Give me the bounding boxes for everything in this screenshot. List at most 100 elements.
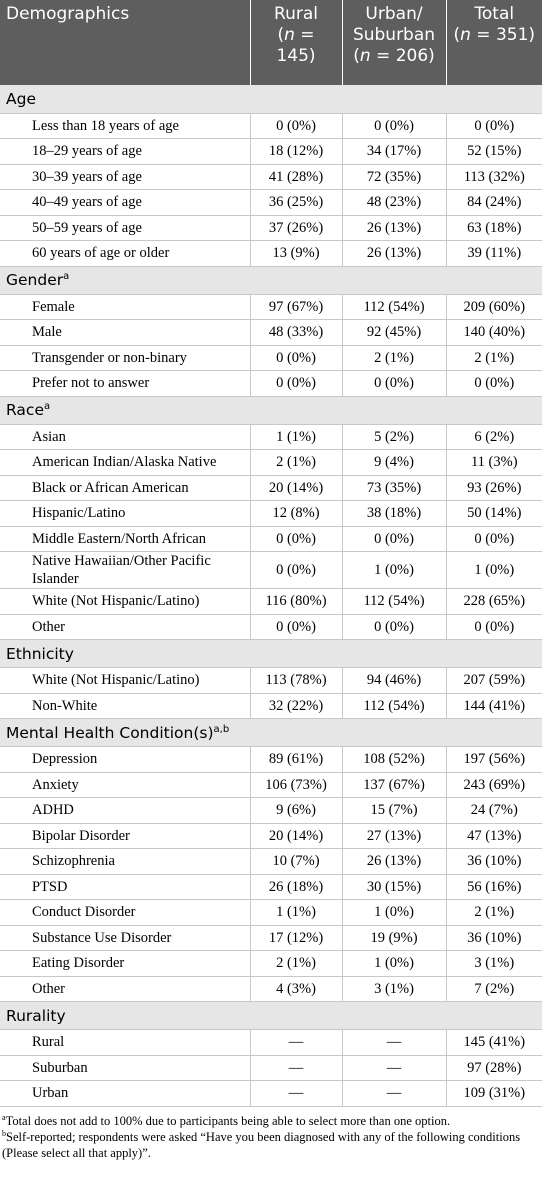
data-row: 40–49 years of age 36 (25%) 48 (23%) 84 (24… [0, 189, 542, 216]
value-cell: 50 (14%) [446, 500, 542, 527]
header-text: ( [453, 25, 461, 45]
row-label: Female [0, 294, 251, 320]
section-label: Ethnicity [0, 639, 542, 668]
value-cell: 10 (7%) [250, 848, 343, 875]
header-cell: Total (n = 351) [446, 0, 542, 85]
value-cell: 0 (0%) [446, 370, 542, 397]
row-label: 50–59 years of age [0, 215, 251, 241]
value-cell: 1 (0%) [342, 899, 447, 926]
value-cell: 1 (0%) [342, 551, 447, 589]
value-cell: 108 (52%) [342, 746, 447, 773]
row-label: Native Hawaiian/Other Pacific Islander [0, 551, 251, 589]
footnote: bSelf-reported; respondents were asked “… [2, 1129, 538, 1161]
header-text: Suburban [352, 25, 436, 45]
row-label: White (Not Hispanic/Latino) [0, 588, 251, 615]
data-row: Anxiety 106 (73%) 137 (67%) 243 (69%) [0, 772, 542, 798]
row-label: Eating Disorder [0, 950, 251, 977]
value-cell: 47 (13%) [446, 823, 542, 849]
data-row: White (Not Hispanic/Latino) 113 (78%) 94 (… [0, 667, 542, 694]
footnotes: aTotal does not add to 100% due to parti… [0, 1107, 542, 1161]
header-cell: Demographics [0, 0, 251, 85]
value-cell: 27 (13%) [342, 823, 447, 849]
data-row: Other 4 (3%) 3 (1%) 7 (2%) [0, 976, 542, 1002]
header-text: ( [353, 46, 360, 66]
section-label: Gendera [0, 266, 542, 295]
value-cell: 207 (59%) [446, 667, 542, 694]
value-cell: 0 (0%) [342, 614, 447, 640]
value-cell: 19 (9%) [342, 925, 447, 951]
value-cell: 0 (0%) [446, 113, 542, 139]
value-cell: 1 (0%) [342, 950, 447, 977]
value-cell: 17 (12%) [250, 925, 343, 951]
value-cell: 32 (22%) [250, 693, 343, 719]
header-text: n [284, 25, 295, 45]
header-text: n [460, 25, 471, 45]
footnote: aTotal does not add to 100% due to parti… [2, 1113, 538, 1129]
row-label: Non-White [0, 693, 251, 719]
value-cell: 0 (0%) [250, 614, 343, 640]
row-label: Bipolar Disorder [0, 823, 251, 849]
value-cell: 6 (2%) [446, 424, 542, 450]
footnote-ref: a [63, 270, 70, 282]
value-cell: 116 (80%) [250, 588, 343, 615]
value-cell: 0 (0%) [250, 345, 343, 371]
header-text: Rural [274, 4, 318, 24]
section-row: Ethnicity [0, 639, 542, 668]
footnote-text: Total does not add to 100% due to partic… [5, 1113, 451, 1128]
section-row: Mental Health Condition(s)a,b [0, 718, 542, 747]
row-label: Schizophrenia [0, 848, 251, 875]
value-cell: 73 (35%) [342, 475, 447, 501]
footnote-ref: a,b [213, 723, 230, 735]
value-cell: 36 (10%) [446, 848, 542, 875]
section-title: Gender [6, 271, 64, 289]
value-cell: 0 (0%) [446, 526, 542, 552]
value-cell: 18 (12%) [250, 138, 343, 165]
value-cell: 48 (33%) [250, 319, 343, 346]
value-cell: 2 (1%) [342, 345, 447, 371]
value-cell: 56 (16%) [446, 874, 542, 900]
value-cell: 30 (15%) [342, 874, 447, 900]
value-cell: 112 (54%) [342, 294, 447, 320]
value-cell: 109 (31%) [446, 1080, 542, 1107]
value-cell: 20 (14%) [250, 475, 343, 501]
value-cell: 2 (1%) [446, 899, 542, 926]
value-cell: 11 (3%) [446, 449, 542, 476]
data-row: 30–39 years of age 41 (28%) 72 (35%) 113 (3… [0, 164, 542, 190]
data-row: ADHD 9 (6%) 15 (7%) 24 (7%) [0, 797, 542, 824]
data-row: Suburban — —97 (28%) [0, 1055, 542, 1081]
value-cell: 24 (7%) [446, 797, 542, 824]
value-cell: 0 (0%) [342, 526, 447, 552]
value-cell: — [250, 1029, 343, 1056]
row-label: 40–49 years of age [0, 189, 251, 216]
value-cell: 1 (1%) [250, 424, 343, 450]
value-cell: 26 (13%) [342, 240, 447, 267]
value-cell: 94 (46%) [342, 667, 447, 694]
value-cell: 34 (17%) [342, 138, 447, 165]
value-cell: 20 (14%) [250, 823, 343, 849]
row-label: Other [0, 614, 251, 640]
row-label: Substance Use Disorder [0, 925, 251, 951]
data-row: Female 97 (67%) 112 (54%) 209 (60%) [0, 294, 542, 320]
value-cell: 1 (1%) [250, 899, 343, 926]
row-label: Anxiety [0, 772, 251, 798]
data-row: Rural — —145 (41%) [0, 1029, 542, 1056]
value-cell: 63 (18%) [446, 215, 542, 241]
value-cell: 26 (13%) [342, 215, 447, 241]
row-label: Less than 18 years of age [0, 113, 251, 139]
section-title: Ethnicity [6, 644, 74, 663]
value-cell: 5 (2%) [342, 424, 447, 450]
data-row: American Indian/Alaska Native 2 (1%) 9 (4%… [0, 449, 542, 476]
row-label: 18–29 years of age [0, 138, 251, 165]
value-cell: 48 (23%) [342, 189, 447, 216]
row-label: American Indian/Alaska Native [0, 449, 251, 476]
value-cell: 113 (78%) [250, 667, 343, 694]
footnote-ref: a [44, 400, 51, 412]
value-cell: 243 (69%) [446, 772, 542, 798]
data-row: Transgender or non-binary 0 (0%) 2 (1%) 2 (… [0, 345, 542, 371]
data-row: Black or African American 20 (14%) 73 (35%… [0, 475, 542, 501]
value-cell: 209 (60%) [446, 294, 542, 320]
row-label: Rural [0, 1029, 251, 1056]
value-cell: 26 (13%) [342, 848, 447, 875]
data-row: Eating Disorder 2 (1%) 1 (0%) 3 (1%) [0, 950, 542, 977]
value-cell: 137 (67%) [342, 772, 447, 798]
